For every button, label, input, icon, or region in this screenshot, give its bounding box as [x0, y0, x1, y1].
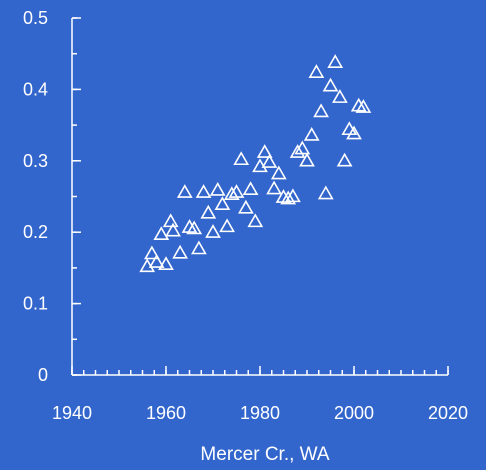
x-tick-label: 2000 — [334, 403, 374, 423]
data-point-triangle — [261, 154, 278, 168]
x-tick-label: 1940 — [52, 403, 92, 423]
data-point-triangle — [233, 151, 250, 166]
data-point-triangle — [191, 240, 207, 255]
data-point-triangle — [327, 54, 344, 68]
data-point-triangle — [350, 97, 367, 112]
y-tick-label: 0.2 — [23, 222, 48, 242]
data-point-triangle — [186, 220, 203, 235]
data-point-triangle — [289, 144, 306, 158]
data-point-triangle — [165, 222, 181, 237]
data-point-triangle — [238, 199, 254, 214]
data-point-triangle — [158, 256, 174, 271]
y-tick-label: 0.3 — [23, 151, 48, 171]
data-point-triangle — [294, 140, 311, 155]
data-point-triangle — [209, 181, 226, 196]
data-point-triangle — [285, 188, 301, 203]
data-point-triangle — [195, 184, 212, 198]
data-point-triangle — [256, 144, 273, 158]
data-point-triangle — [308, 64, 325, 78]
data-point-triangle — [176, 184, 193, 198]
data-point-triangle — [228, 184, 245, 198]
axes-layer: 0 0.1 0.2 0.3 0.4 0.5 1940 1960 1980 2000 2020 — [23, 8, 468, 423]
data-point-triangle — [317, 185, 334, 200]
data-point-triangle — [223, 186, 240, 201]
data-point-triangle — [219, 218, 235, 233]
data-point-triangle — [181, 219, 198, 233]
y-tick-label: 0.1 — [23, 294, 48, 314]
data-point-triangle — [247, 213, 264, 228]
data-point-triangle — [205, 224, 221, 238]
y-tick-label: 0.4 — [23, 79, 48, 99]
data-point-triangle — [332, 89, 348, 103]
points-layer — [139, 54, 372, 273]
data-point-triangle — [214, 196, 231, 211]
x-axis-title: Mercer Cr., WA — [200, 444, 329, 465]
data-point-triangle — [355, 99, 372, 113]
data-point-triangle — [346, 125, 362, 140]
x-tick-label: 1980 — [240, 403, 280, 423]
data-point-triangle — [303, 126, 320, 141]
data-point-triangle — [144, 245, 160, 260]
data-point-triangle — [266, 180, 282, 195]
data-point-triangle — [275, 189, 292, 203]
data-point-triangle — [299, 152, 315, 167]
data-point-triangle — [148, 254, 165, 268]
data-point-triangle — [172, 244, 188, 259]
data-point-triangle — [313, 103, 329, 118]
data-point-triangle — [242, 181, 259, 196]
y-tick-label: 0 — [38, 365, 48, 385]
y-tick-label: 0.5 — [23, 8, 48, 28]
data-point-triangle — [200, 204, 217, 219]
data-point-triangle — [153, 226, 170, 241]
data-point-triangle — [162, 213, 179, 228]
x-tick-label: 1960 — [146, 403, 186, 423]
data-point-triangle — [336, 152, 353, 167]
data-point-triangle — [322, 77, 339, 92]
x-tick-label: 2020 — [428, 403, 468, 423]
data-point-triangle — [280, 190, 297, 205]
data-point-triangle — [270, 165, 287, 180]
